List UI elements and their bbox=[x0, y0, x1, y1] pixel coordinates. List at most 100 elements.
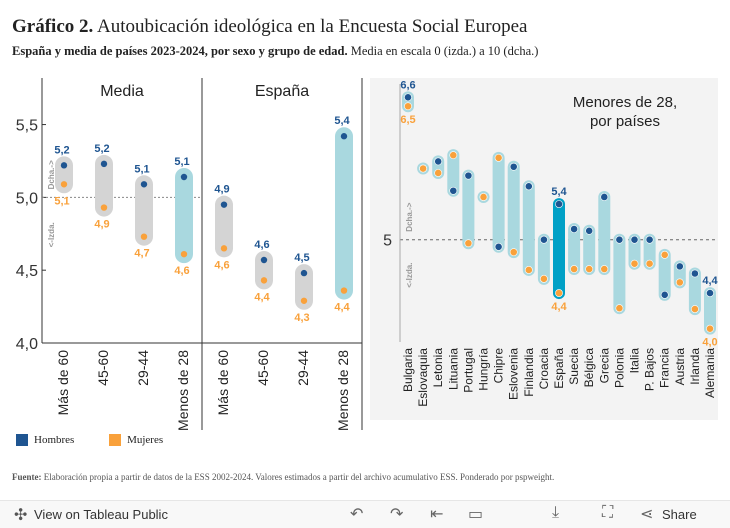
range-bar-country bbox=[704, 287, 716, 335]
category-label-country: Alemania bbox=[703, 348, 717, 398]
y-tick-label: 4,0 bbox=[16, 336, 38, 353]
subtitle-bold: España y media de países 2023-2024, por … bbox=[12, 44, 348, 58]
category-label-country: Polonia bbox=[612, 348, 626, 388]
source-note: Fuente: Elaboración propia a partir de d… bbox=[12, 472, 554, 482]
title-bold: Gráfico 2. bbox=[12, 16, 94, 37]
value-label-men-country: 5,4 bbox=[551, 186, 567, 198]
panel-title-countries-2: por países bbox=[590, 113, 660, 130]
range-bar-espana bbox=[255, 250, 273, 290]
dot-women-country bbox=[509, 248, 518, 257]
panel-title-countries: Menores de 28, bbox=[573, 94, 677, 111]
range-bar-espana bbox=[295, 264, 313, 310]
dot-women-media bbox=[180, 250, 188, 258]
dot-women-country bbox=[555, 289, 563, 297]
category-label-country: Bélgica bbox=[582, 348, 596, 388]
dot-women-country bbox=[615, 304, 624, 313]
legend: Hombres Mujeres bbox=[16, 434, 195, 447]
dot-women-country bbox=[600, 265, 609, 273]
category-label-country: Eslovaquia bbox=[416, 348, 430, 407]
range-bar-country bbox=[583, 224, 596, 276]
dot-women-country bbox=[660, 250, 669, 259]
value-label-men-media: 5,1 bbox=[134, 163, 149, 175]
view-on-tableau-link[interactable]: View on Tableau Public bbox=[34, 507, 168, 522]
value-label-women-espana: 4,4 bbox=[254, 291, 270, 303]
revert-icon[interactable]: ⇤ bbox=[430, 506, 444, 523]
dot-women-country bbox=[706, 324, 714, 333]
dot-women-espana bbox=[300, 297, 308, 304]
dot-women-country bbox=[570, 265, 578, 273]
dot-men-media bbox=[180, 173, 188, 181]
dot-men-country bbox=[645, 235, 654, 244]
dot-men-country bbox=[464, 171, 473, 180]
range-bar-espana bbox=[215, 195, 233, 258]
source-text: Elaboración propia a partir de datos de … bbox=[43, 472, 555, 482]
category-label-country: Austria bbox=[673, 348, 687, 386]
category-label-country: Grecia bbox=[597, 348, 611, 384]
source-label: Fuente: bbox=[12, 472, 42, 482]
range-bar-country bbox=[613, 233, 626, 315]
category-label-country: Francia bbox=[658, 348, 672, 388]
range-bar-country bbox=[492, 151, 505, 253]
legend-item-women[interactable]: Mujeres bbox=[109, 434, 163, 447]
tableau-logo-icon[interactable]: ✣ bbox=[14, 507, 28, 524]
dot-women-country bbox=[494, 153, 503, 162]
chart-subtitle: España y media de países 2023-2024, por … bbox=[12, 44, 538, 59]
panel-title-media: Media bbox=[100, 83, 144, 100]
dot-men-country bbox=[404, 93, 412, 102]
legend-item-men[interactable]: Hombres bbox=[16, 434, 74, 447]
panel-title-espana: España bbox=[255, 83, 309, 100]
category-label-country: Lituania bbox=[446, 348, 460, 390]
dot-women-media bbox=[140, 233, 148, 240]
dot-women-country bbox=[675, 278, 684, 287]
category-label-espana: Más de 60 bbox=[215, 350, 231, 416]
dot-men-media bbox=[60, 162, 68, 169]
dot-men-media bbox=[100, 160, 108, 168]
category-label-country: Croacia bbox=[537, 348, 551, 390]
scale-hint-right: Dcha.-> bbox=[47, 160, 56, 189]
range-bar-media bbox=[55, 156, 73, 194]
value-label-women-country: 6,5 bbox=[400, 114, 415, 126]
range-bar-media bbox=[175, 167, 193, 264]
dot-men-country bbox=[524, 182, 533, 191]
range-bar-country bbox=[462, 169, 475, 250]
fullscreen-icon[interactable]: ⛶ bbox=[602, 504, 614, 521]
download-icon[interactable]: ⤓ bbox=[552, 504, 560, 521]
range-bar-country bbox=[522, 180, 535, 276]
category-label-media: Más de 60 bbox=[55, 350, 71, 416]
value-label-women-espana: 4,6 bbox=[214, 259, 229, 271]
category-label-country: Bulgaria bbox=[401, 348, 415, 392]
range-bar-media bbox=[135, 175, 153, 246]
range-bar-country bbox=[568, 223, 581, 276]
category-label-country: Italia bbox=[628, 348, 642, 374]
redo-icon[interactable]: ↷ bbox=[390, 506, 404, 523]
undo-icon[interactable]: ↶ bbox=[350, 506, 364, 523]
dot-men-espana bbox=[220, 201, 228, 208]
share-icon[interactable]: ⋖ bbox=[640, 506, 654, 523]
dot-men-country bbox=[494, 242, 503, 251]
category-label-media: 45-60 bbox=[95, 350, 111, 386]
y-tick-label: 4,5 bbox=[16, 263, 38, 280]
dot-men-country bbox=[570, 225, 578, 233]
dot-men-country bbox=[630, 235, 639, 244]
y-tick-label: 5,0 bbox=[16, 190, 38, 207]
dot-men-espana bbox=[300, 269, 308, 277]
share-button[interactable]: Share bbox=[662, 507, 697, 522]
dot-men-country bbox=[509, 162, 518, 171]
pause-icon[interactable]: ▭ bbox=[468, 506, 484, 523]
category-label-country: Finlandia bbox=[522, 348, 536, 397]
category-label-media: 29-44 bbox=[135, 350, 151, 386]
category-label-country: Letonia bbox=[431, 348, 445, 388]
range-bar-media bbox=[95, 154, 113, 217]
value-label-women-espana: 4,3 bbox=[294, 312, 309, 324]
range-bar-espana bbox=[335, 127, 353, 300]
y-tick-label: 5,5 bbox=[16, 118, 38, 135]
value-label-women-media: 4,7 bbox=[134, 248, 149, 260]
y-tick-label-countries: 5 bbox=[383, 233, 392, 250]
category-label-country: Chipre bbox=[492, 348, 506, 384]
category-label-country: Suecia bbox=[567, 348, 581, 385]
dot-men-country bbox=[585, 226, 594, 235]
category-label-country: España bbox=[552, 348, 566, 389]
legend-swatch-men bbox=[16, 434, 28, 447]
dot-women-espana bbox=[220, 245, 228, 252]
dot-women-country bbox=[434, 169, 443, 177]
